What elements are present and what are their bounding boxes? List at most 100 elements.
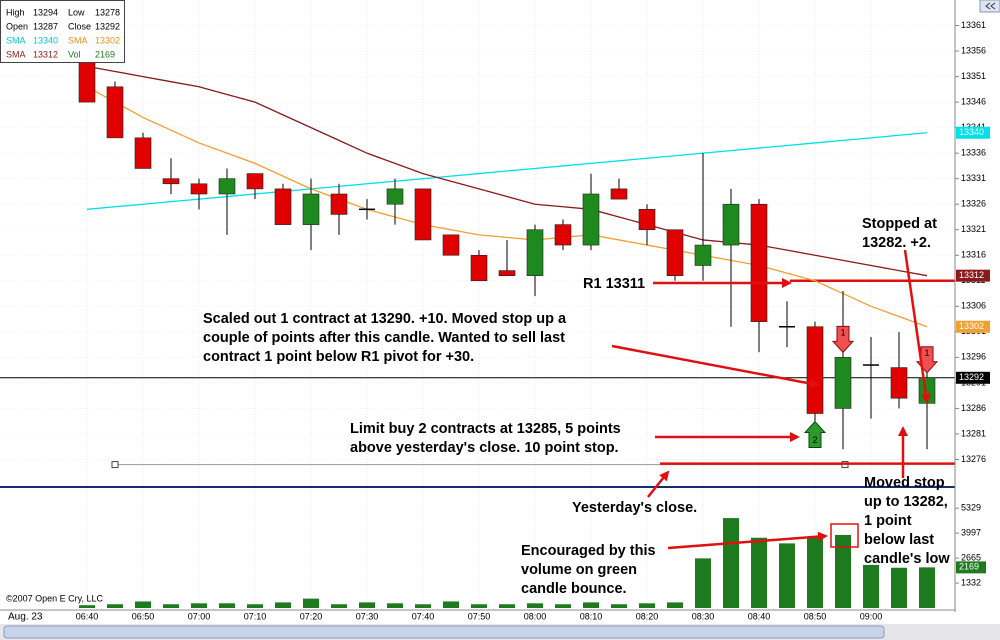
y-tick-label: 13286: [961, 403, 986, 413]
candle-body: [582, 193, 600, 246]
volume-bar: [331, 604, 347, 608]
annotation-line: couple of points after this candle. Want…: [203, 330, 565, 346]
candle-body: [722, 203, 740, 246]
volume-bar: [275, 602, 291, 608]
y-tick-label: 13326: [961, 199, 986, 209]
volume-bar: [751, 537, 767, 608]
value-marker: [956, 126, 990, 139]
x-tick-label: 08:10: [580, 611, 603, 621]
scroll-widget[interactable]: [979, 0, 1000, 13]
annotation-line: candle's low: [864, 551, 950, 567]
candle-body: [106, 86, 124, 139]
date-label: Aug. 23: [8, 612, 43, 623]
trade-label: 1: [924, 348, 929, 358]
volume-bar: [695, 558, 711, 608]
x-tick-label: 06:50: [132, 611, 155, 621]
volume-bar: [443, 601, 459, 608]
candle-body: [470, 254, 488, 282]
annotation-line: below last: [864, 532, 934, 548]
info-label: Vol: [68, 49, 81, 59]
x-tick-label: 08:20: [636, 611, 659, 621]
plot-area: 2 1 1: [0, 0, 955, 608]
candle-body: [638, 209, 656, 231]
candle-body: [134, 137, 152, 169]
x-tick-label: 09:00: [860, 611, 883, 621]
y-tick-label: 3997: [961, 528, 981, 538]
x-tick-label: 07:40: [412, 611, 435, 621]
candle-body: [834, 357, 852, 409]
x-tick-label: 07:10: [244, 611, 267, 621]
info-value: 13312: [33, 49, 58, 59]
volume-bar: [247, 604, 263, 608]
candle-body: [806, 326, 824, 414]
annotation-line: Stopped at: [862, 216, 937, 232]
info-value: 13287: [33, 21, 58, 31]
scroll-button[interactable]: [979, 0, 1000, 13]
annotation: Scaled out 1 contract at 13290. +10. Mov…: [203, 311, 570, 365]
x-tick-label: 07:00: [188, 611, 211, 621]
info-box-frame: [0, 0, 125, 63]
candle-body: [750, 203, 768, 322]
y-tick-label: 13361: [961, 20, 986, 30]
arrow: [647, 470, 670, 498]
volume-bar: [387, 603, 403, 608]
annotation-line: 13282. +2.: [862, 235, 931, 251]
candle-body: [274, 188, 292, 225]
annotation: Limit buy 2 contracts at 13285, 5 points…: [350, 421, 625, 456]
volume-bar: [163, 604, 179, 608]
candle-body: [414, 188, 432, 241]
annotation-line: up to 13282,: [864, 494, 948, 510]
annotation-line: candle bounce.: [521, 581, 627, 597]
value-marker: [956, 269, 990, 282]
scrollbar-thumb[interactable]: [3, 625, 885, 639]
x-tick-label: 07:50: [468, 611, 491, 621]
volume-bar: [611, 604, 627, 608]
candle-body: [330, 193, 348, 215]
scroll-icon: [985, 2, 996, 10]
volume-bar: [639, 603, 655, 608]
info-value: 13340: [33, 35, 58, 45]
volume-bar: [471, 604, 487, 608]
annotation-line: R1 13311: [583, 276, 645, 292]
volume-bar: [891, 567, 907, 608]
y-tick-label: 13306: [961, 301, 986, 311]
moving-average: [86, 86, 928, 328]
info-value: 13294: [33, 7, 58, 17]
annotation: Moved stop up to 13282, 1 point below la…: [864, 475, 952, 567]
candle-body: [302, 193, 320, 225]
volume-bar: [779, 543, 795, 608]
value-marker: [956, 371, 990, 384]
annotation-arrows: [611, 249, 931, 550]
trade-label: 2: [812, 435, 817, 445]
info-value: 13292: [95, 21, 120, 31]
x-tick-label: 08:30: [692, 611, 715, 621]
trade-label: 1: [840, 328, 845, 338]
axes: 1327613281132861329113296133011330613311…: [76, 20, 990, 621]
info-value: 13278: [95, 7, 120, 17]
moving-average: [86, 65, 928, 277]
info-box: High 13294 Low 13278 Open 13287 Close 13292 SMA 1…: [0, 0, 125, 63]
arrow: [903, 249, 931, 404]
volume-bar: [191, 603, 207, 608]
volume-bar: [303, 598, 319, 608]
annotation: Yesterday's close.: [572, 500, 697, 516]
info-label: Close: [68, 21, 91, 31]
y-tick-label: 13356: [961, 45, 986, 55]
annotation-line: Encouraged by this: [521, 543, 656, 559]
x-tick-label: 06:40: [76, 611, 99, 621]
copyright: ©2007 Open E Cry, LLC: [6, 593, 104, 603]
annotations: Stopped at 13282. +2. R1 13311 Scaled ou…: [203, 216, 952, 597]
volume-bar: [219, 603, 235, 608]
x-tick-label: 07:20: [300, 611, 323, 621]
info-label: Open: [6, 21, 28, 31]
scrollbar[interactable]: [0, 624, 1000, 640]
highlight-box: [830, 523, 859, 548]
volume-bar: [583, 602, 599, 608]
arrow: [667, 531, 828, 550]
value-marker-label: 13292: [959, 372, 984, 382]
annotation-line: contract 1 point below R1 pivot for +30.: [203, 349, 474, 365]
annotation-line: 1 point: [864, 513, 912, 529]
y-tick-label: 13336: [961, 148, 986, 158]
